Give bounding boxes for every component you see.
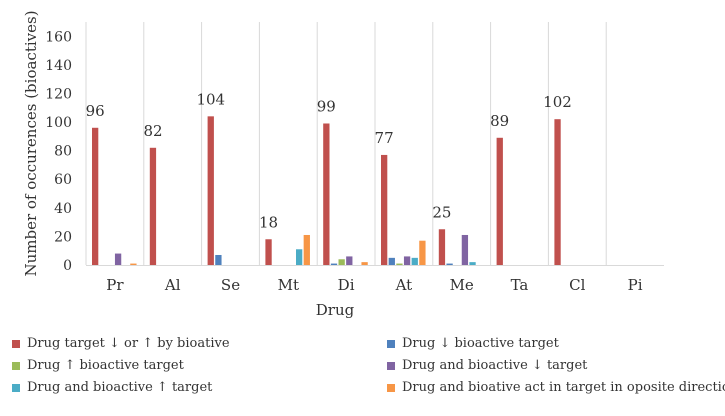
data-label: 99 [317, 98, 336, 116]
legend-item: Drug and bioactive ↓ target [387, 358, 587, 373]
bar [396, 263, 403, 265]
x-category-labels: Pr Al Se Mt Di At Me Ta Cl Pi [106, 276, 642, 294]
bar [461, 234, 469, 265]
y-tick-label: 0 [63, 258, 72, 274]
legend-label: Drug and bioactive ↓ target [402, 358, 588, 373]
x-tick-label: Cl [569, 276, 585, 294]
bar [114, 253, 122, 265]
legend-item: Drug target ↓ or ↑ by bioative [12, 336, 230, 351]
bar [92, 127, 99, 265]
y-tick-label: 120 [45, 86, 72, 102]
legend-item: Drug ↑ bioactive target [12, 358, 184, 373]
y-tick-label: 160 [45, 29, 72, 45]
legend-label: Drug ↓ bioactive target [402, 336, 559, 351]
legend-label: Drug and bioative act in target in oposi… [402, 380, 725, 395]
data-label: 82 [143, 122, 162, 140]
bar [303, 234, 310, 265]
x-tick-label: Se [221, 276, 240, 294]
bar [388, 257, 395, 265]
y-tick-label: 60 [54, 172, 72, 188]
bar [411, 257, 418, 265]
legend-swatch [12, 383, 20, 392]
x-tick-label: Pi [628, 276, 643, 294]
data-label: 18 [259, 213, 278, 231]
bar [403, 256, 411, 265]
bar [330, 263, 338, 265]
bar [419, 240, 426, 265]
bar [265, 239, 272, 265]
data-labels: 96 82 104 18 99 77 25 89 102 [86, 90, 572, 231]
x-tick-label: Mt [278, 276, 299, 294]
legend-swatch [387, 339, 395, 348]
bar [496, 137, 503, 265]
legend-swatch [387, 383, 395, 392]
y-tick-label: 40 [54, 201, 72, 217]
legend-label: Drug and bioactive ↑ target [27, 380, 213, 395]
bar [215, 254, 222, 265]
legend-label: Drug ↑ bioactive target [27, 358, 184, 373]
legend-swatch [12, 361, 20, 370]
data-label: 89 [490, 112, 509, 130]
bar [338, 259, 345, 265]
x-tick-label: Me [450, 276, 474, 294]
bar [149, 147, 157, 265]
x-tick-label: Ta [511, 276, 529, 294]
legend-label: Drug target ↓ or ↑ by bioative [27, 336, 230, 351]
data-label: 102 [543, 93, 572, 111]
bar [381, 154, 388, 265]
bar [346, 256, 353, 265]
legend: Drug target ↓ or ↑ by bioative Drug ↓ bio… [12, 336, 725, 412]
y-tick-label: 100 [45, 115, 72, 131]
data-label: 77 [375, 129, 394, 147]
legend-item: Drug ↓ bioactive target [387, 336, 559, 351]
data-label: 96 [86, 102, 105, 120]
y-tick-label: 20 [54, 229, 72, 245]
y-axis-title: Number of occurences (bioactives) [22, 10, 40, 276]
data-label: 104 [196, 90, 225, 108]
x-tick-label: Di [338, 276, 355, 294]
bar [438, 229, 446, 265]
bar-chart: Number of occurences (bioactives) 0 20 40 6… [22, 10, 664, 319]
bar [554, 119, 561, 265]
bar [446, 263, 453, 265]
x-axis-title: Drug [316, 301, 355, 319]
bar [361, 262, 368, 265]
bar [296, 249, 303, 265]
legend-swatch [387, 361, 395, 370]
bar [469, 262, 476, 265]
category-separators [85, 22, 664, 266]
legend-swatch [12, 339, 20, 348]
legend-item: Drug and bioactive ↑ target [12, 380, 212, 395]
y-tick-label: 140 [45, 58, 72, 74]
y-ticks: 0 20 40 60 80 100 120 140 160 [45, 29, 72, 274]
legend-item: Drug and bioative act in target in oposi… [387, 380, 725, 395]
x-tick-label: At [395, 276, 413, 294]
data-label: 25 [432, 203, 451, 221]
y-axis-label-group: Number of occurences (bioactives) [22, 10, 40, 276]
bar [323, 123, 330, 266]
bar [207, 116, 214, 265]
x-tick-label: Pr [106, 276, 124, 294]
bars [92, 116, 561, 266]
x-tick-label: Al [164, 276, 181, 294]
y-tick-label: 80 [54, 144, 72, 160]
bar [130, 263, 137, 265]
